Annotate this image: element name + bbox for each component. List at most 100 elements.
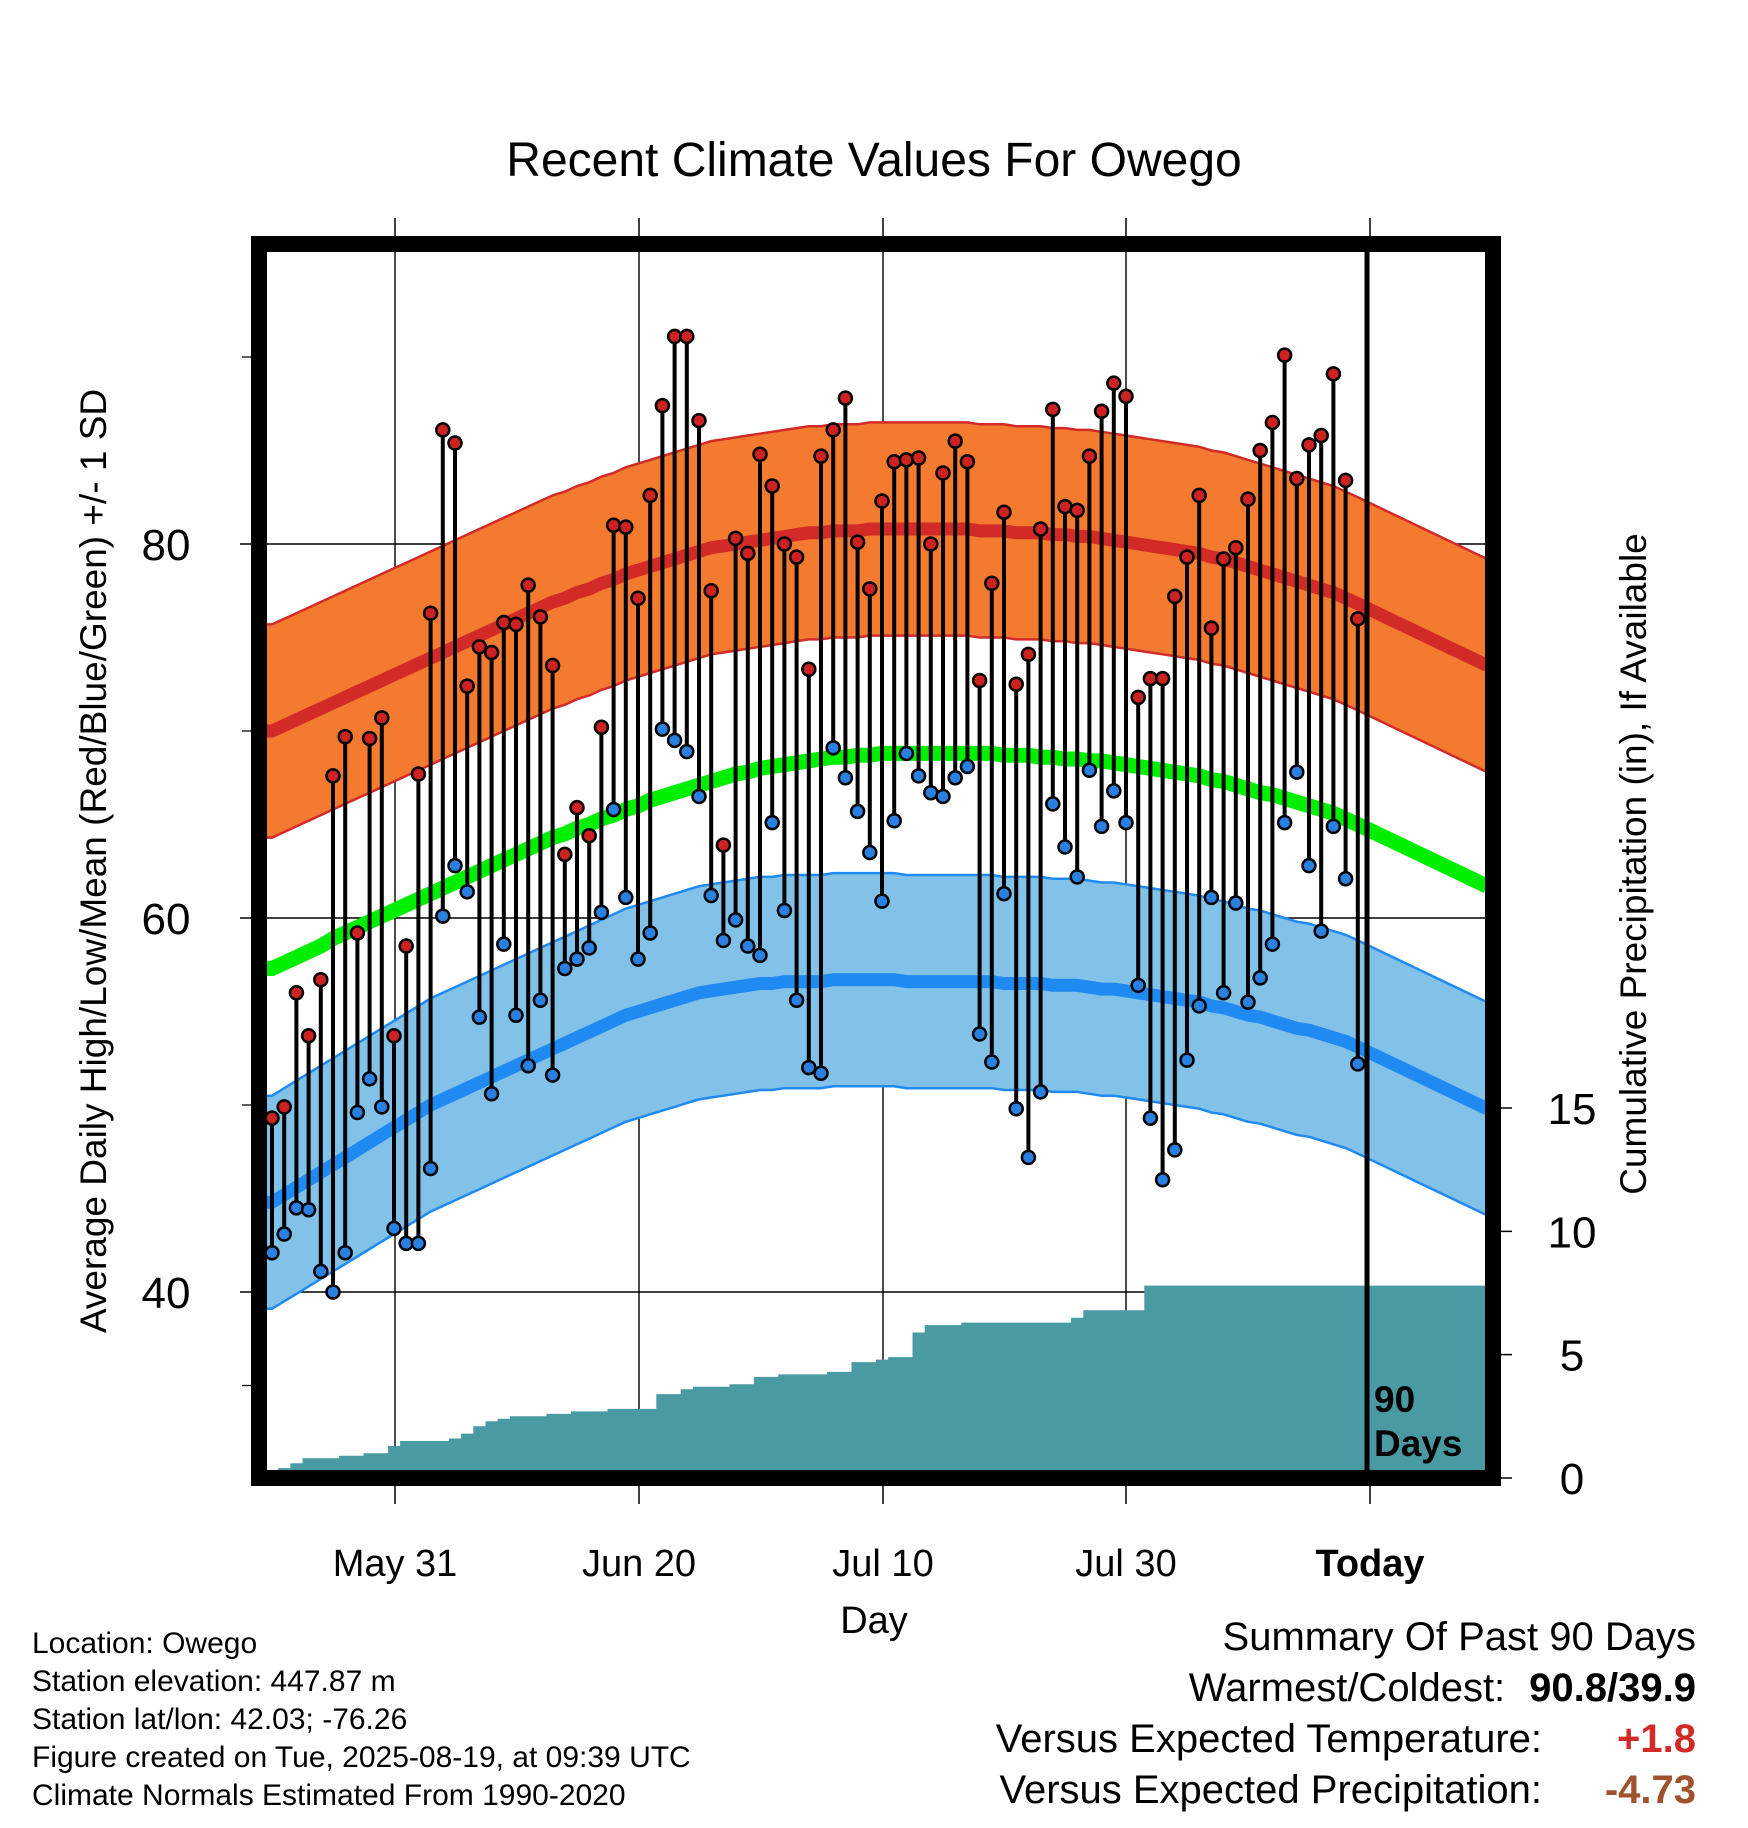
figure-created: Figure created on Tue, 2025-08-19, at 09…: [32, 1741, 691, 1774]
daily-high-point: [959, 453, 976, 470]
x-tick-label: May 31: [333, 1543, 458, 1585]
daily-low-point: [569, 951, 585, 967]
y2-tick-label: 15: [1548, 1085, 1597, 1134]
daily-low-point: [703, 887, 719, 904]
daily-low-point: [1350, 1056, 1366, 1072]
daily-high-point: [435, 422, 451, 438]
y-tick-label: 60: [142, 895, 191, 944]
precipitation-area-layer: [265, 1285, 1487, 1472]
y-axis-label: Average Daily High/Low/Mean (Red/Blue/Gr…: [73, 389, 114, 1333]
summary-temperature: Versus Expected Temperature: +1.8: [996, 1714, 1696, 1765]
daily-high-point: [1032, 521, 1049, 537]
daily-low-point: [1203, 889, 1220, 906]
daily-high-point: [325, 768, 341, 784]
daily-high-point: [923, 536, 939, 552]
daily-low-point: [898, 745, 915, 762]
daily-low-point: [1301, 857, 1317, 874]
y-tick-label: 80: [142, 521, 191, 570]
daily-low-point: [849, 803, 866, 820]
daily-low-point: [1106, 783, 1122, 799]
daily-low-point: [947, 770, 963, 786]
daily-low-point: [715, 932, 732, 949]
daily-low-point: [1154, 1172, 1171, 1188]
x-tick-label: Jul 30: [1075, 1543, 1176, 1585]
daily-high-point: [886, 453, 902, 470]
daily-low-point: [508, 1007, 524, 1023]
daily-high-point: [398, 938, 414, 954]
summary-precipitation: Versus Expected Precipitation: -4.73: [996, 1765, 1696, 1816]
x-tick-label: Jun 20: [582, 1543, 696, 1585]
daily-low-point: [666, 732, 683, 749]
daily-high-point: [837, 390, 854, 406]
daily-high-point: [727, 530, 744, 547]
daily-low-point: [1032, 1084, 1049, 1100]
daily-low-point: [971, 1026, 988, 1042]
normal-low-lower-edge: [265, 1085, 1487, 1311]
daily-low-point: [1142, 1110, 1159, 1126]
daily-low-point: [447, 857, 463, 874]
station-info: Location: Owego Station elevation: 447.8…: [32, 1625, 691, 1815]
daily-low-point: [1008, 1100, 1024, 1117]
daily-high-point: [374, 710, 390, 726]
normal-low-line: [265, 973, 1487, 1209]
daily-low-point: [862, 844, 878, 861]
daily-low-point: [813, 1065, 829, 1081]
daily-low-point: [1289, 764, 1305, 780]
daily-low-point: [1252, 970, 1268, 986]
daily-low-point: [776, 902, 793, 919]
normal-high-band: [265, 422, 1487, 838]
daily-high-point: [593, 719, 610, 736]
y2-tick-label: 10: [1548, 1208, 1597, 1257]
daily-low-point: [984, 1054, 1000, 1070]
daily-low-point: [410, 1235, 427, 1252]
daily-high-point: [935, 465, 951, 481]
daily-high-point: [788, 549, 805, 565]
daily-high-point: [825, 422, 841, 438]
warm-cold-label: Warmest/Coldest:: [1188, 1666, 1506, 1710]
daily-high-point: [520, 577, 536, 593]
daily-low-point: [1240, 994, 1256, 1010]
daily-high-point: [642, 487, 658, 504]
temp-anomaly-label: Versus Expected Temperature:: [995, 1717, 1542, 1761]
daily-low-point: [679, 743, 695, 760]
plot-frame: [251, 236, 1501, 1486]
daily-low-point: [374, 1099, 390, 1115]
daily-high-point: [1289, 470, 1305, 487]
daily-high-point: [849, 534, 866, 550]
summary-panel: Summary Of Past 90 Days Warmest/Coldest:…: [996, 1612, 1696, 1816]
normal-low-upper-edge: [265, 871, 1487, 1097]
daily-high-point: [679, 328, 695, 345]
daily-high-point: [984, 575, 1000, 592]
daily-low-point: [1276, 814, 1293, 831]
daily-high-point: [386, 1028, 402, 1044]
daily-low-point: [1325, 818, 1342, 835]
daily-high-point: [1228, 539, 1244, 556]
daily-high-point: [557, 846, 573, 863]
daily-high-point: [1350, 611, 1366, 627]
daily-high-point: [1069, 502, 1085, 519]
daily-low-point: [386, 1220, 402, 1237]
daily-high-point: [1264, 414, 1281, 431]
daily-high-point: [300, 1028, 317, 1044]
axis-ticks-layer: May 31 Jun 20 Jul 10 Jul 30 Today 40 60 80 0 5 10 1…: [142, 218, 1597, 1585]
daily-low-point: [300, 1201, 317, 1218]
daily-low-point: [361, 1071, 378, 1087]
daily-low-point: [1081, 762, 1098, 779]
daily-low-point: [1069, 869, 1085, 885]
station-elevation: Station elevation: 447.87 m: [32, 1665, 396, 1698]
daily-high-point: [471, 639, 488, 655]
daily-high-point: [1020, 646, 1037, 663]
daily-low-point: [630, 951, 646, 967]
daily-low-point: [325, 1284, 341, 1300]
daily-high-point: [532, 609, 549, 625]
daily-low-point: [471, 1009, 488, 1025]
daily-high-point: [1313, 427, 1329, 444]
daily-high-point: [1106, 375, 1122, 391]
daily-high-point: [996, 504, 1012, 520]
daily-low-point: [1191, 998, 1207, 1014]
daily-high-point: [691, 412, 707, 429]
daily-low-point: [435, 908, 451, 924]
daily-high-point: [1008, 676, 1024, 692]
daily-high-point: [1045, 401, 1061, 418]
daily-low-point: [337, 1244, 353, 1261]
